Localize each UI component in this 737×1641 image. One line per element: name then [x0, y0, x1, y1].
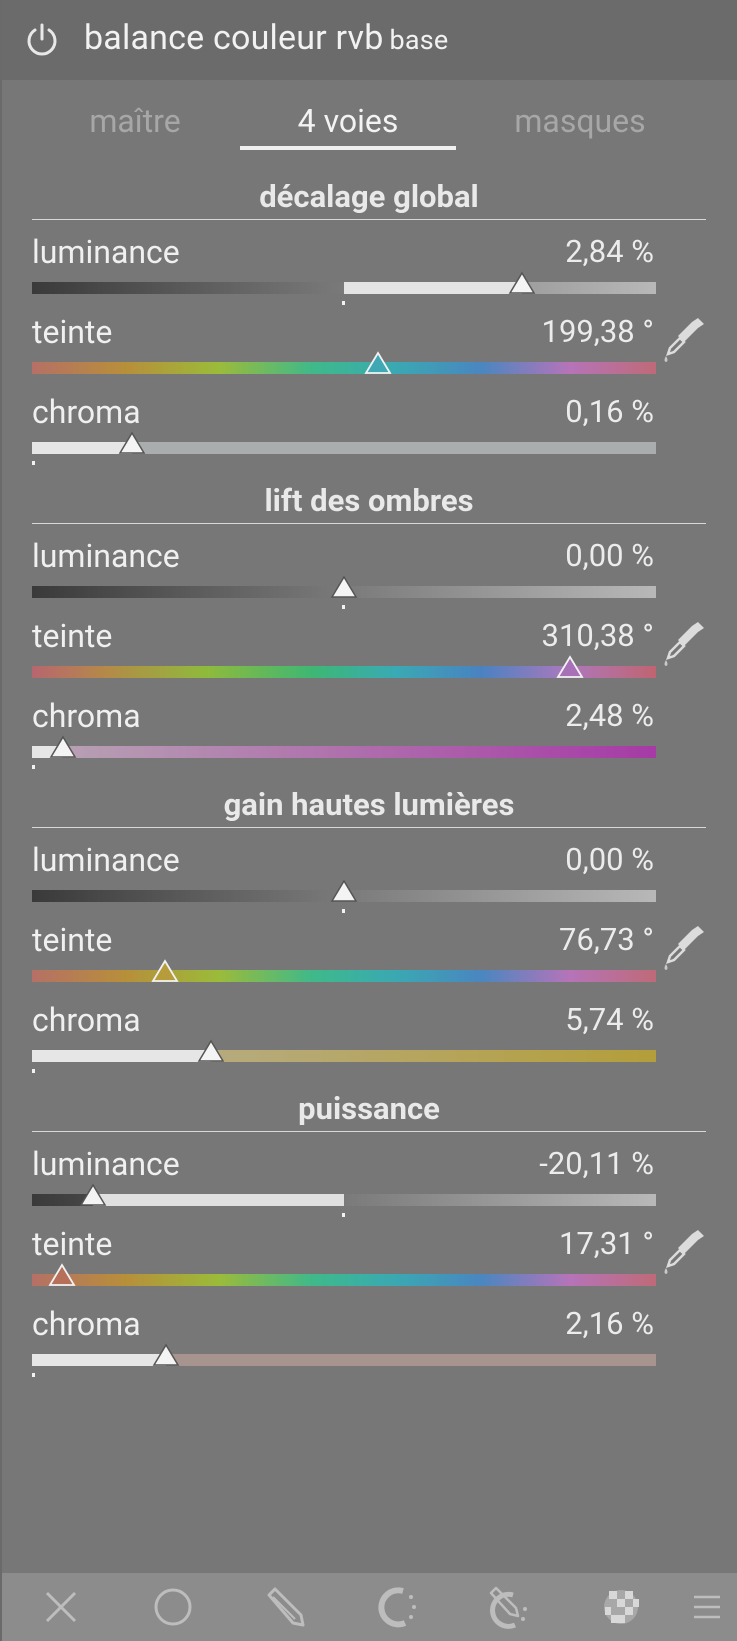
- slider-origin-mark: [342, 909, 345, 913]
- slider-label: luminance: [32, 1145, 180, 1183]
- section-divider: [32, 523, 706, 524]
- slider-value[interactable]: 2,48 %: [565, 697, 654, 734]
- highlights-hue-slider[interactable]: [32, 970, 656, 982]
- highlights-chroma-slider[interactable]: [32, 1050, 656, 1062]
- close-icon[interactable]: [39, 1585, 83, 1629]
- section-title-shadows-lift: lift des ombres: [264, 482, 474, 519]
- shadows-chroma-slider[interactable]: [32, 746, 656, 758]
- slider-label: chroma: [32, 393, 141, 431]
- pencil-brush-icon[interactable]: [487, 1585, 531, 1629]
- tab-maitre[interactable]: maître: [89, 102, 181, 140]
- slider-value[interactable]: 2,16 %: [565, 1305, 654, 1342]
- tab-masques[interactable]: masques: [514, 102, 646, 140]
- section-title-power: puissance: [298, 1090, 440, 1127]
- section-title-highlights-gain: gain hautes lumières: [223, 786, 515, 823]
- slider-label: teinte: [32, 921, 113, 959]
- module-header[interactable]: balance couleur rvb base: [2, 0, 737, 80]
- slider-label: chroma: [32, 1001, 141, 1039]
- slider-value[interactable]: 17,31 °: [558, 1225, 654, 1262]
- slider-fill: [93, 1194, 344, 1206]
- slider-value[interactable]: 310,38 °: [541, 617, 654, 654]
- slider-fill: [344, 282, 522, 294]
- slider-origin-mark: [32, 1069, 35, 1073]
- module-name: balance couleur rvb: [84, 18, 384, 58]
- power-hue-slider[interactable]: [32, 1274, 656, 1286]
- slider-value[interactable]: 0,00 %: [565, 537, 654, 574]
- slider-label: teinte: [32, 617, 113, 655]
- slider-label: luminance: [32, 537, 180, 575]
- active-tab-indicator: [240, 146, 456, 150]
- circle-icon[interactable]: [151, 1585, 195, 1629]
- global-hue-slider[interactable]: [32, 362, 656, 374]
- menu-icon[interactable]: [684, 1585, 728, 1629]
- brush-icon[interactable]: [375, 1585, 419, 1629]
- color-picker-icon[interactable]: [662, 315, 706, 365]
- color-picker-icon[interactable]: [662, 619, 706, 669]
- slider-value[interactable]: 76,73 °: [558, 921, 654, 958]
- color-picker-icon[interactable]: [662, 1227, 706, 1277]
- slider-origin-mark: [342, 1213, 345, 1217]
- slider-label: teinte: [32, 313, 113, 351]
- slider-value[interactable]: 199,38 °: [541, 313, 654, 350]
- global-luminance-slider[interactable]: [32, 282, 656, 294]
- power-icon[interactable]: [24, 22, 60, 58]
- module-title: balance couleur rvb base: [84, 18, 448, 58]
- section-divider: [32, 827, 706, 828]
- slider-value[interactable]: 2,84 %: [565, 233, 654, 270]
- slider-label: luminance: [32, 233, 180, 271]
- pencil-icon[interactable]: [263, 1585, 307, 1629]
- tab-bar: maître 4 voies masques: [2, 80, 737, 156]
- power-chroma-slider[interactable]: [32, 1354, 656, 1366]
- shadows-hue-slider[interactable]: [32, 666, 656, 678]
- slider-origin-mark: [32, 461, 35, 465]
- section-divider: [32, 219, 706, 220]
- checkerboard-icon[interactable]: [599, 1585, 643, 1629]
- slider-value[interactable]: 0,00 %: [565, 841, 654, 878]
- slider-origin-mark: [342, 301, 345, 305]
- power-luminance-slider[interactable]: [32, 1194, 656, 1206]
- slider-label: teinte: [32, 1225, 113, 1263]
- module-instance: base: [389, 24, 449, 56]
- slider-origin-mark: [32, 765, 35, 769]
- global-chroma-slider[interactable]: [32, 442, 656, 454]
- slider-fill: [32, 1050, 211, 1062]
- slider-fill: [32, 1354, 166, 1366]
- slider-label: luminance: [32, 841, 180, 879]
- tab-4-voies[interactable]: 4 voies: [297, 102, 399, 140]
- slider-label: chroma: [32, 697, 141, 735]
- slider-label: chroma: [32, 1305, 141, 1343]
- mask-toolbar: [2, 1573, 737, 1641]
- slider-origin-mark: [32, 1373, 35, 1377]
- slider-value[interactable]: -20,11 %: [539, 1145, 654, 1182]
- slider-fill: [32, 442, 132, 454]
- section-title-global-offset: décalage global: [259, 178, 479, 215]
- slider-value[interactable]: 0,16 %: [565, 393, 654, 430]
- color-picker-icon[interactable]: [662, 923, 706, 973]
- section-divider: [32, 1131, 706, 1132]
- slider-value[interactable]: 5,74 %: [565, 1001, 654, 1038]
- slider-origin-mark: [342, 605, 345, 609]
